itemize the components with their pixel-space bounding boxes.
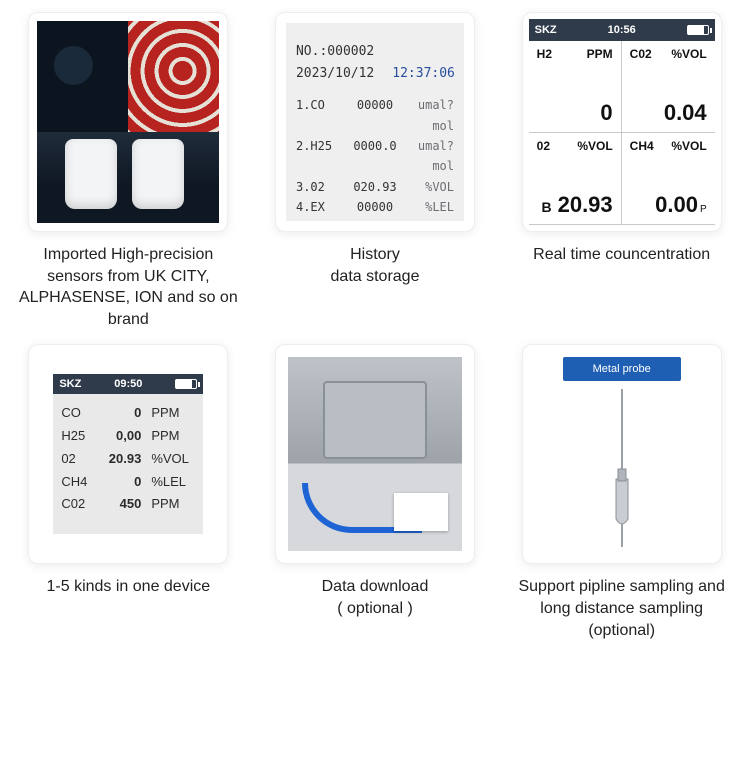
probe-caption: Support pipline sampling and long distan…	[518, 576, 724, 641]
battery-icon	[687, 25, 709, 35]
clock: 09:50	[114, 378, 142, 390]
battery-icon	[175, 379, 197, 389]
feature-grid: Imported High-precision sensors from UK …	[12, 12, 738, 641]
history-no: NO.:000002	[296, 41, 454, 63]
realtime-statusbar: SKZ 10:56	[529, 19, 715, 41]
feature-history: NO.:000002 2023/10/12 12:37:06 1.CO00000…	[259, 12, 492, 330]
probe-label-badge: Metal probe	[563, 357, 681, 381]
feature-realtime: SKZ 10:56 H2PPM 0 C02%VOL 0.04 02%VOL	[505, 12, 738, 330]
download-image	[275, 344, 475, 564]
fivein1-statusbar: SKZ 09:50	[53, 374, 203, 394]
realtime-caption: Real time councentration	[533, 244, 710, 266]
history-caption: History data storage	[331, 244, 420, 287]
feature-probe: Metal probe Support pipline sampling and…	[505, 344, 738, 641]
rt-cell-co2: C02%VOL 0.04	[622, 41, 715, 133]
history-time: 12:37:06	[392, 63, 455, 85]
fivein1-rows: CO0PPM H250,00PPM 0220.93%VOL CH40%LEL C…	[53, 394, 203, 534]
feature-5in1: SKZ 09:50 CO0PPM H250,00PPM 0220.93%VOL …	[12, 344, 245, 641]
sensors-image	[28, 12, 228, 232]
download-photo	[288, 357, 462, 551]
clock: 10:56	[608, 24, 636, 36]
download-caption: Data download ( optional )	[322, 576, 429, 619]
sensors-caption: Imported High-precision sensors from UK …	[13, 244, 243, 330]
feature-download: Data download ( optional )	[259, 344, 492, 641]
rt-cell-o2: 02%VOL B20.93	[529, 133, 622, 225]
fivein1-caption: 1-5 kinds in one device	[47, 576, 211, 598]
fivein1-screen: SKZ 09:50 CO0PPM H250,00PPM 0220.93%VOL …	[28, 344, 228, 564]
history-rows: 1.CO00000umal?mol 2.H250000.0umal?mol 3.…	[296, 95, 454, 217]
feature-sensors: Imported High-precision sensors from UK …	[12, 12, 245, 330]
probe-card: Metal probe	[522, 344, 722, 564]
realtime-screen: SKZ 10:56 H2PPM 0 C02%VOL 0.04 02%VOL	[522, 12, 722, 232]
sensors-collage	[37, 21, 219, 223]
history-date: 2023/10/12	[296, 63, 374, 85]
probe-icon	[602, 389, 642, 553]
history-screen: NO.:000002 2023/10/12 12:37:06 1.CO00000…	[275, 12, 475, 232]
brand-label: SKZ	[535, 24, 557, 36]
rt-cell-ch4: CH4%VOL 0.00P	[622, 133, 715, 225]
rt-cell-h2: H2PPM 0	[529, 41, 622, 133]
brand-label: SKZ	[59, 378, 81, 390]
